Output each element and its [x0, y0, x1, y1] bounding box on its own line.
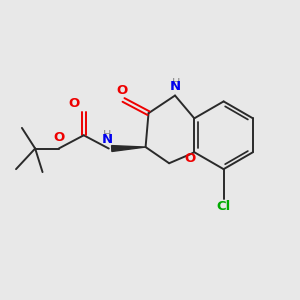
Text: O: O	[116, 84, 128, 97]
Text: N: N	[102, 133, 113, 146]
Text: Cl: Cl	[217, 200, 231, 213]
Text: N: N	[170, 80, 181, 93]
Text: O: O	[53, 131, 64, 144]
Polygon shape	[112, 146, 146, 152]
Text: O: O	[69, 97, 80, 110]
Text: O: O	[184, 152, 195, 165]
Text: H: H	[171, 78, 180, 88]
Text: H: H	[103, 130, 112, 140]
